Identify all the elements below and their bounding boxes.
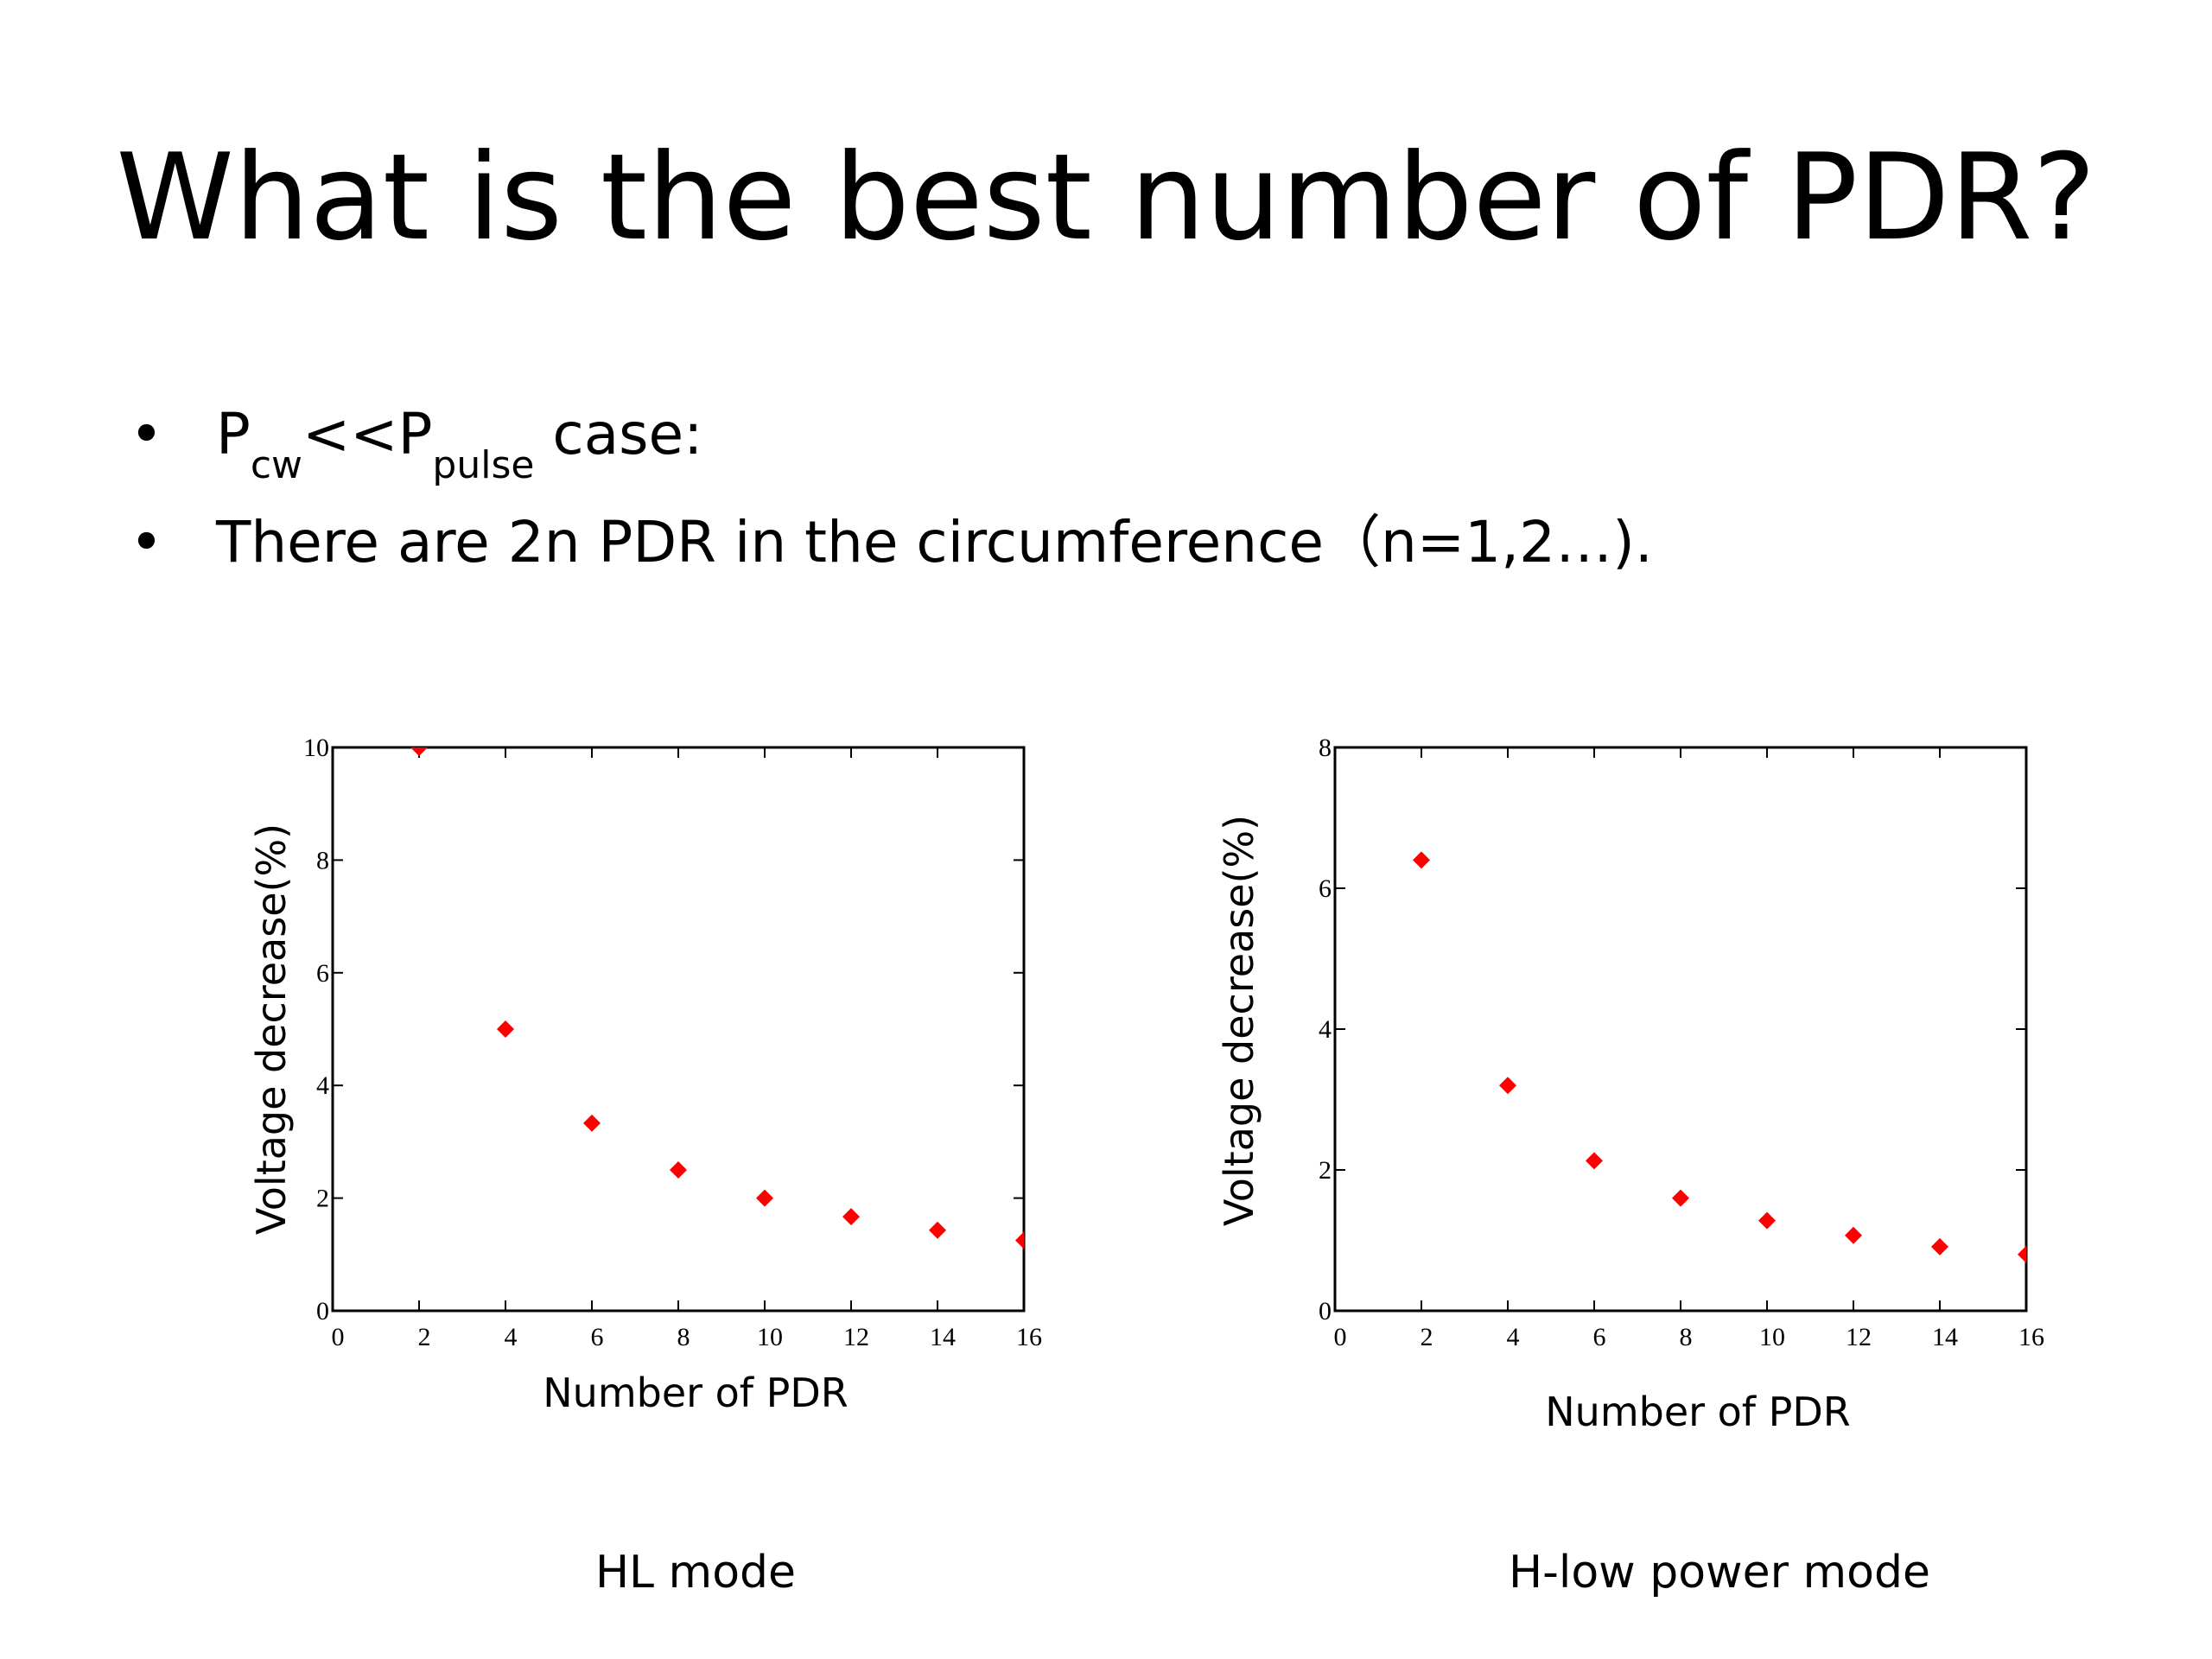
x-tick-label: 12 (1846, 1323, 1872, 1351)
x-tick-label: 8 (1680, 1323, 1693, 1351)
data-point (1413, 851, 1430, 869)
y-tick-label: 10 (303, 734, 329, 762)
caption-h-low-power-mode: H-low power mode (1509, 1547, 1930, 1599)
bullet-list: • Pcw<<Ppulse case: • There are 2n PDR i… (130, 406, 1653, 622)
x-tick-label: 6 (1593, 1323, 1606, 1351)
case-text: case: (534, 401, 703, 467)
x-tick-label: 12 (843, 1323, 869, 1351)
x-tick-label: 2 (418, 1323, 431, 1351)
y-tick-label: 4 (316, 1071, 329, 1100)
data-point (2018, 1245, 2026, 1263)
x-tick-label: 16 (2018, 1323, 2044, 1351)
chart-0: 0 2 4 6 8 10 12 14 16 0 2 4 6 8 10 Number of PDR Voltage… (248, 734, 1042, 1416)
data-point (929, 1221, 946, 1239)
x-tick-label: 10 (1759, 1323, 1785, 1351)
bullet-dot: • (130, 509, 163, 575)
x-tick-label: 14 (930, 1323, 956, 1351)
data-point (1931, 1237, 1948, 1255)
data-point (1758, 1211, 1776, 1230)
data-point (842, 1208, 860, 1226)
x-tick-label: 8 (677, 1323, 690, 1351)
data-point (1015, 1231, 1024, 1249)
x-tick-label: 2 (1421, 1323, 1433, 1351)
slide-title: What is the best number of PDR? (116, 128, 2096, 267)
data-point (497, 1020, 514, 1038)
chart-1: 0 2 4 6 8 10 12 14 16 0 2 4 6 8 Number of PDR Voltage d… (1216, 734, 2044, 1435)
y-tick-label: 6 (316, 959, 329, 988)
bullet-item-case: • Pcw<<Ppulse case: (130, 406, 1653, 514)
y-tick-label: 2 (316, 1185, 329, 1213)
data-point (1499, 1077, 1516, 1095)
markers (1413, 851, 2026, 1263)
plot-frame (331, 746, 1026, 1313)
x-tick-label: 4 (1507, 1323, 1520, 1351)
y-axis-label: Voltage decrease(%) (1216, 815, 1262, 1226)
data-point (756, 1189, 773, 1207)
data-point (1586, 1152, 1603, 1170)
y-tick-label: 0 (1319, 1297, 1332, 1325)
y-tick-label: 2 (1319, 1156, 1332, 1185)
y-tick-label: 6 (1319, 874, 1332, 903)
p-letter: P (216, 401, 251, 467)
caption-hl-mode: HL mode (594, 1547, 797, 1599)
plot-frame (1333, 746, 2028, 1313)
x-tick-label: 0 (1334, 1323, 1347, 1351)
subscript-cw: cw (250, 443, 302, 487)
x-tick-label: 10 (757, 1323, 783, 1351)
x-tick-label: 0 (332, 1323, 345, 1351)
bullet-dot: • (130, 401, 163, 467)
bullet-item-circumference: • There are 2n PDR in the circumference（… (130, 514, 1653, 622)
data-point (1845, 1226, 1862, 1244)
y-tick-label: 8 (1319, 734, 1332, 762)
x-tick-label: 16 (1016, 1323, 1042, 1351)
y-tick-label: 4 (1319, 1015, 1332, 1044)
x-tick-label: 14 (1932, 1323, 1958, 1351)
x-axis-label: Number of PDR (1545, 1389, 1851, 1435)
y-tick-label: 0 (316, 1297, 329, 1325)
y-axis-label: Voltage decrease(%) (248, 823, 295, 1235)
markers (410, 747, 1024, 1249)
circumference-text: There are 2n PDR in the circumference（n=… (216, 509, 1653, 575)
x-tick-label: 4 (505, 1323, 518, 1351)
data-point (670, 1161, 687, 1179)
data-point (410, 747, 428, 756)
data-point (583, 1114, 601, 1132)
much-less-than-p: <<P (302, 401, 433, 467)
x-axis-label: Number of PDR (543, 1370, 849, 1416)
y-tick-label: 8 (316, 846, 329, 874)
data-point (1672, 1189, 1689, 1207)
x-tick-label: 6 (591, 1323, 604, 1351)
subscript-pulse: pulse (432, 443, 535, 487)
